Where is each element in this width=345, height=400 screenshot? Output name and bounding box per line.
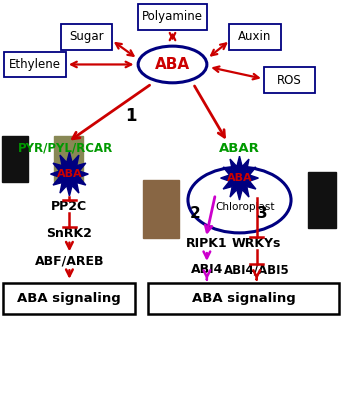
FancyBboxPatch shape [61,24,112,50]
Polygon shape [50,152,88,196]
Text: Ethylene: Ethylene [9,58,61,71]
FancyBboxPatch shape [264,68,315,93]
Text: 3: 3 [257,206,267,222]
Text: ABA: ABA [227,173,252,183]
Text: Chloroplast: Chloroplast [215,202,274,212]
Text: ROS: ROS [277,74,302,87]
Text: Polyamine: Polyamine [142,10,203,23]
Ellipse shape [138,46,207,83]
Text: ABF/AREB: ABF/AREB [34,254,104,267]
Text: ABA signaling: ABA signaling [17,292,121,305]
Text: ABI4/ABI5: ABI4/ABI5 [224,263,289,276]
Text: ABA: ABA [57,169,82,179]
Ellipse shape [188,167,291,233]
Bar [308,172,336,228]
FancyBboxPatch shape [4,52,66,78]
FancyBboxPatch shape [3,283,135,314]
FancyBboxPatch shape [138,4,207,30]
Bar [2,136,28,182]
FancyBboxPatch shape [148,283,339,314]
Text: PYR/PYL/RCAR: PYR/PYL/RCAR [18,142,114,155]
Text: ABA signaling: ABA signaling [192,292,296,305]
Text: ABA: ABA [155,57,190,72]
Text: Sugar: Sugar [69,30,104,43]
Text: Auxin: Auxin [238,30,272,43]
Bar [143,180,179,238]
Text: ABAR: ABAR [219,142,260,155]
Text: PP2C: PP2C [51,200,88,213]
Text: SnRK2: SnRK2 [47,227,92,240]
Bar [54,136,83,182]
Text: RIPK1: RIPK1 [186,237,228,250]
Text: ABI4: ABI4 [191,263,223,276]
Text: WRKYs: WRKYs [232,236,282,250]
Polygon shape [220,156,258,200]
FancyBboxPatch shape [229,24,281,50]
Text: 2: 2 [189,206,200,222]
Text: 1: 1 [126,107,137,125]
